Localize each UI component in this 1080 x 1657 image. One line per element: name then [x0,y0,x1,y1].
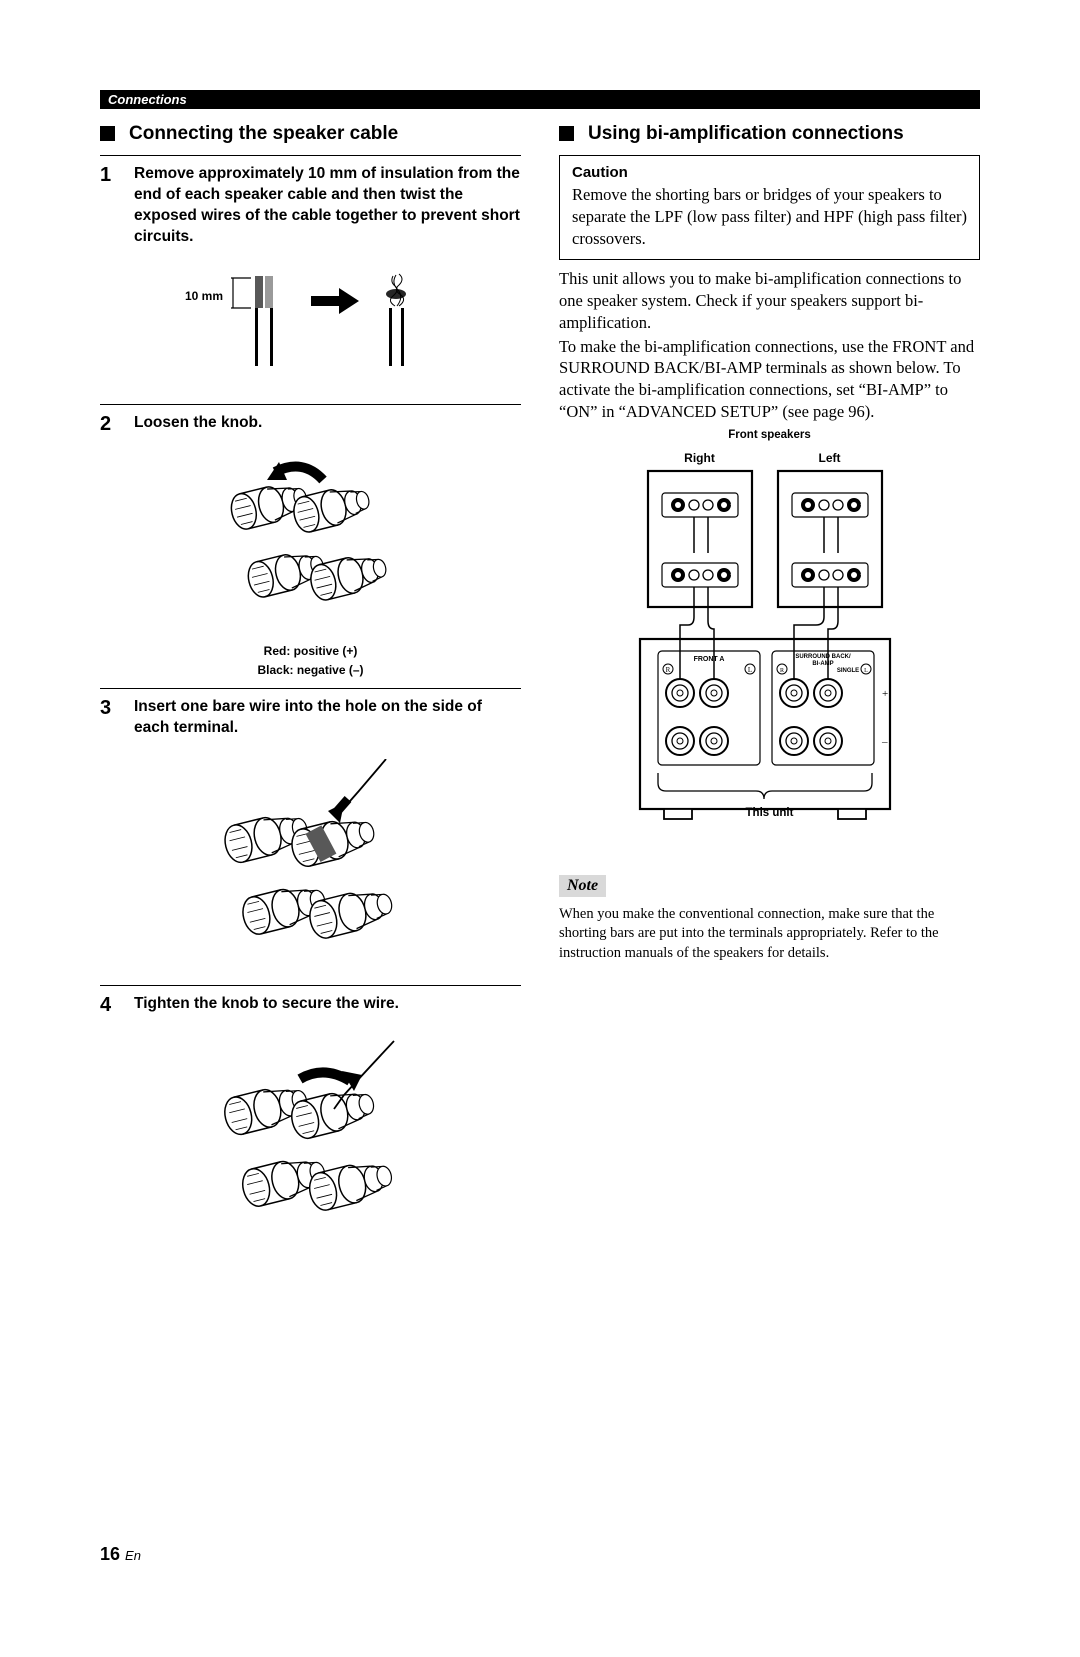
left-column: Connecting the speaker cable 1 Remove ap… [100,123,521,1253]
step-number: 3 [100,697,122,739]
diagram-bottom-label: This unit [600,807,940,819]
step-text: Loosen the knob. [134,413,262,436]
page-lang: En [125,1548,141,1563]
figure-wire-strip: 10 mm [100,258,521,404]
diagram-top-label: Front speakers [600,429,940,441]
body-paragraph-1: This unit allows you to make bi-amplific… [559,268,980,333]
step-number: 4 [100,994,122,1017]
header-breadcrumb: Connections [100,90,980,109]
figure-2-caption: Red: positive (+) Black: negative (–) [100,642,521,688]
step-2: 2 Loosen the knob. [100,404,521,446]
svg-text:+: + [730,500,735,510]
svg-text:–: – [795,500,801,510]
svg-text:R: R [779,668,783,674]
step-4: 4 Tighten the knob to secure the wire. [100,985,521,1027]
svg-text:–: – [881,736,888,748]
right-heading: Using bi-amplification connections [559,123,980,145]
step-text: Tighten the knob to secure the wire. [134,994,399,1017]
svg-text:+: + [882,688,888,700]
svg-text:–: – [795,570,801,580]
body-paragraph-2: To make the bi-amplification connections… [559,336,980,423]
svg-text:–: – [665,500,671,510]
step-1: 1 Remove approximately 10 mm of insulati… [100,155,521,258]
svg-text:L: L [747,666,751,674]
svg-text:BI-AMP: BI-AMP [812,661,833,667]
figure-insert-wire [100,749,521,985]
square-bullet-icon [100,126,115,141]
figure-loosen-knob [100,446,521,642]
step-3: 3 Insert one bare wire into the hole on … [100,688,521,749]
left-heading: Connecting the speaker cable [100,123,521,145]
svg-text:+: + [730,570,735,580]
left-heading-text: Connecting the speaker cable [129,123,398,145]
svg-text:+: + [860,570,865,580]
caution-title: Caution [572,164,967,181]
speaker-right: – + – + [648,471,752,607]
step-text: Insert one bare wire into the hole on th… [134,697,521,739]
svg-text:–: – [665,570,671,580]
page-number: 16 [100,1544,120,1564]
note-label: Note [559,875,606,897]
svg-text:L: L [864,668,868,674]
svg-text:FRONT A: FRONT A [693,656,724,663]
caution-body: Remove the shorting bars or bridges of y… [572,184,967,249]
right-heading-text: Using bi-amplification connections [588,123,904,145]
step-number: 2 [100,413,122,436]
figure-tighten-knob [100,1027,521,1253]
note-body: When you make the conventional connectio… [559,905,980,964]
step-number: 1 [100,164,122,248]
caption-line-1: Red: positive (+) [264,644,358,658]
step-text: Remove approximately 10 mm of insulation… [134,164,521,248]
svg-text:SINGLE: SINGLE [836,668,858,674]
right-column: Using bi-amplification connections Cauti… [559,123,980,1253]
caption-line-2: Black: negative (–) [257,663,363,677]
speaker-left: – + – + [778,471,882,607]
fig1-label: 10 mm [184,289,222,303]
biamp-diagram: Front speakers Right Left – + [600,429,940,859]
square-bullet-icon [559,126,574,141]
svg-text:R: R [665,666,670,674]
caution-box: Caution Remove the shorting bars or brid… [559,155,980,260]
svg-text:+: + [860,500,865,510]
svg-text:SURROUND BACK/: SURROUND BACK/ [795,654,851,660]
page-footer: 16 En [100,1544,141,1565]
note-section: Note When you make the conventional conn… [559,859,980,964]
content-columns: Connecting the speaker cable 1 Remove ap… [100,123,980,1253]
